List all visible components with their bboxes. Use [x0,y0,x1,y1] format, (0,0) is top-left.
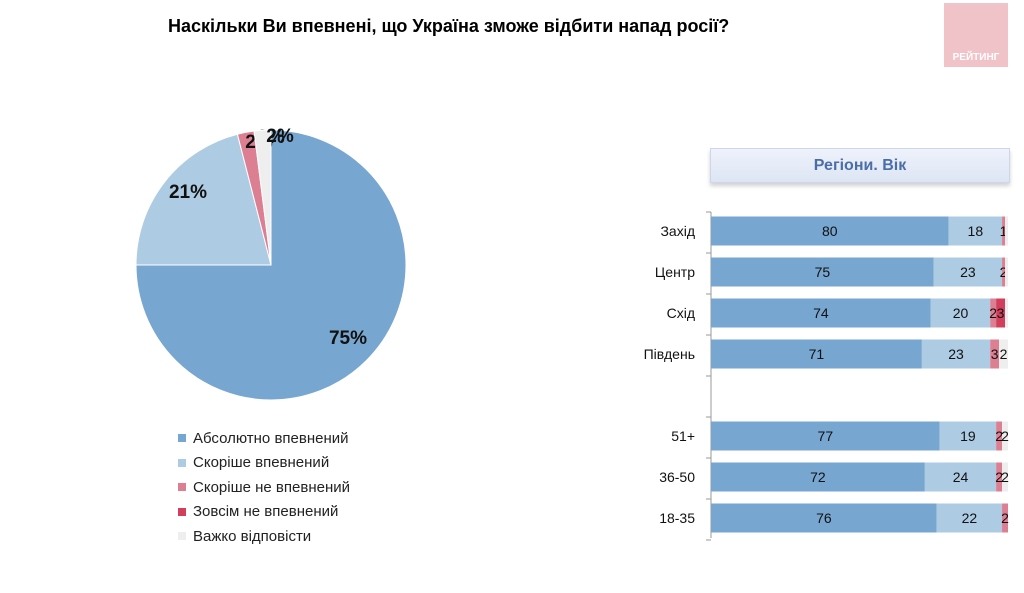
bar-segment [921,339,991,369]
bar-data-label: 23 [948,346,964,362]
bar-segment [711,298,931,328]
bar-data-label: 71 [809,346,825,362]
bar-category-label: Захід [660,223,695,239]
bar-data-label: 20 [953,305,969,321]
bar-segment [999,339,1008,369]
bar-data-label: 2 [995,428,1003,444]
bar-data-label: 3 [991,346,999,362]
bar-segment [1002,257,1006,287]
bar-segment [1005,216,1008,246]
bar-data-label: 2 [1001,469,1009,485]
legend-swatch [178,483,186,492]
bar-segment [1002,462,1008,492]
bar-segment [936,503,1003,533]
bar-data-label: 24 [953,469,969,485]
bar-segment [711,421,940,451]
bar-data-label: 2 [1001,510,1009,526]
legend-swatch [178,458,186,467]
bar-segment [996,421,1003,451]
bar-segment [711,503,937,533]
legend-item-absolute: Абсолютно впевнений [178,426,350,451]
legend-label: Зовсім не впевнений [193,503,339,521]
legend-label: Абсолютно впевнений [193,429,349,447]
bar-segment [1005,298,1008,328]
pie-slice [135,133,272,266]
bar-data-label: 72 [810,469,826,485]
bar-segment [711,257,934,287]
legend-swatch [178,532,186,541]
bar-category-label: Схід [667,305,695,321]
chart-title: Наскільки Ви впевнені, що Україна зможе … [168,16,730,36]
bar-category-label: 51+ [671,428,695,444]
bar-category-label: Центр [655,264,695,280]
bar-data-label: 3 [997,305,1005,321]
logo-text: РЕЙТИНГ [952,52,1000,63]
pie-data-label: 21% [169,182,207,203]
bar-segment [711,216,949,246]
legend-swatch [178,507,186,516]
pie-data-label: 2% [266,126,294,147]
bar-segment [996,462,1003,492]
bar-data-label: 77 [818,428,834,444]
legend-label: Скоріше впевнений [193,454,330,472]
bar-segment [990,339,1000,369]
bar-segment [1002,503,1008,533]
bar-data-label: 1 [1000,223,1008,239]
bar-data-label: 19 [960,428,976,444]
legend-item-hard-to-say: Важко відповісти [178,524,350,549]
bar-segment [1005,257,1008,287]
bar-segment [1002,421,1008,451]
bar-segment [990,298,997,328]
bar-data-label: 75 [815,264,831,280]
pie-slice [253,129,272,266]
bar-data-label: 2 [1000,346,1008,362]
bar-data-label: 2 [1001,428,1009,444]
legend-item-rather: Скоріше впевнений [178,451,350,476]
bar-data-label: 2 [1000,264,1008,280]
legend-swatch [178,434,186,443]
bar-data-label: 22 [962,510,978,526]
rating-logo: РЕЙТИНГ [944,3,1008,67]
regions-age-header: Регіони. Вік [710,148,1010,183]
legend-label: Важко відповісти [193,527,312,545]
bar-segment [1002,216,1006,246]
legend-item-not-at-all: Зовсім не впевнений [178,500,350,525]
bar-segment [930,298,991,328]
bar-category-label: Південь [644,346,695,362]
legend-item-rather-not: Скоріше не впевнений [178,475,350,500]
bar-category-label: 36-50 [659,469,695,485]
bar-data-label: 76 [816,510,832,526]
pie-legend: Абсолютно впевнений Скоріше впевнений Ск… [178,426,350,549]
bar-data-label: 18 [968,223,984,239]
bar-segment [996,298,1006,328]
bar-segment [711,339,922,369]
pie-data-label: 75% [329,328,367,349]
bar-data-label: 80 [822,223,838,239]
bar-segment [711,462,925,492]
bar-data-label: 74 [813,305,829,321]
bar-segment [924,462,997,492]
bar-segment [933,257,1003,287]
bar-data-label: 23 [960,264,976,280]
bar-segment [948,216,1003,246]
bar-data-label: 2 [995,469,1003,485]
bar-data-label: 2 [989,305,997,321]
legend-label: Скоріше не впевнений [193,478,350,496]
bar-category-label: 18-35 [659,510,695,526]
bar-segment [939,421,997,451]
